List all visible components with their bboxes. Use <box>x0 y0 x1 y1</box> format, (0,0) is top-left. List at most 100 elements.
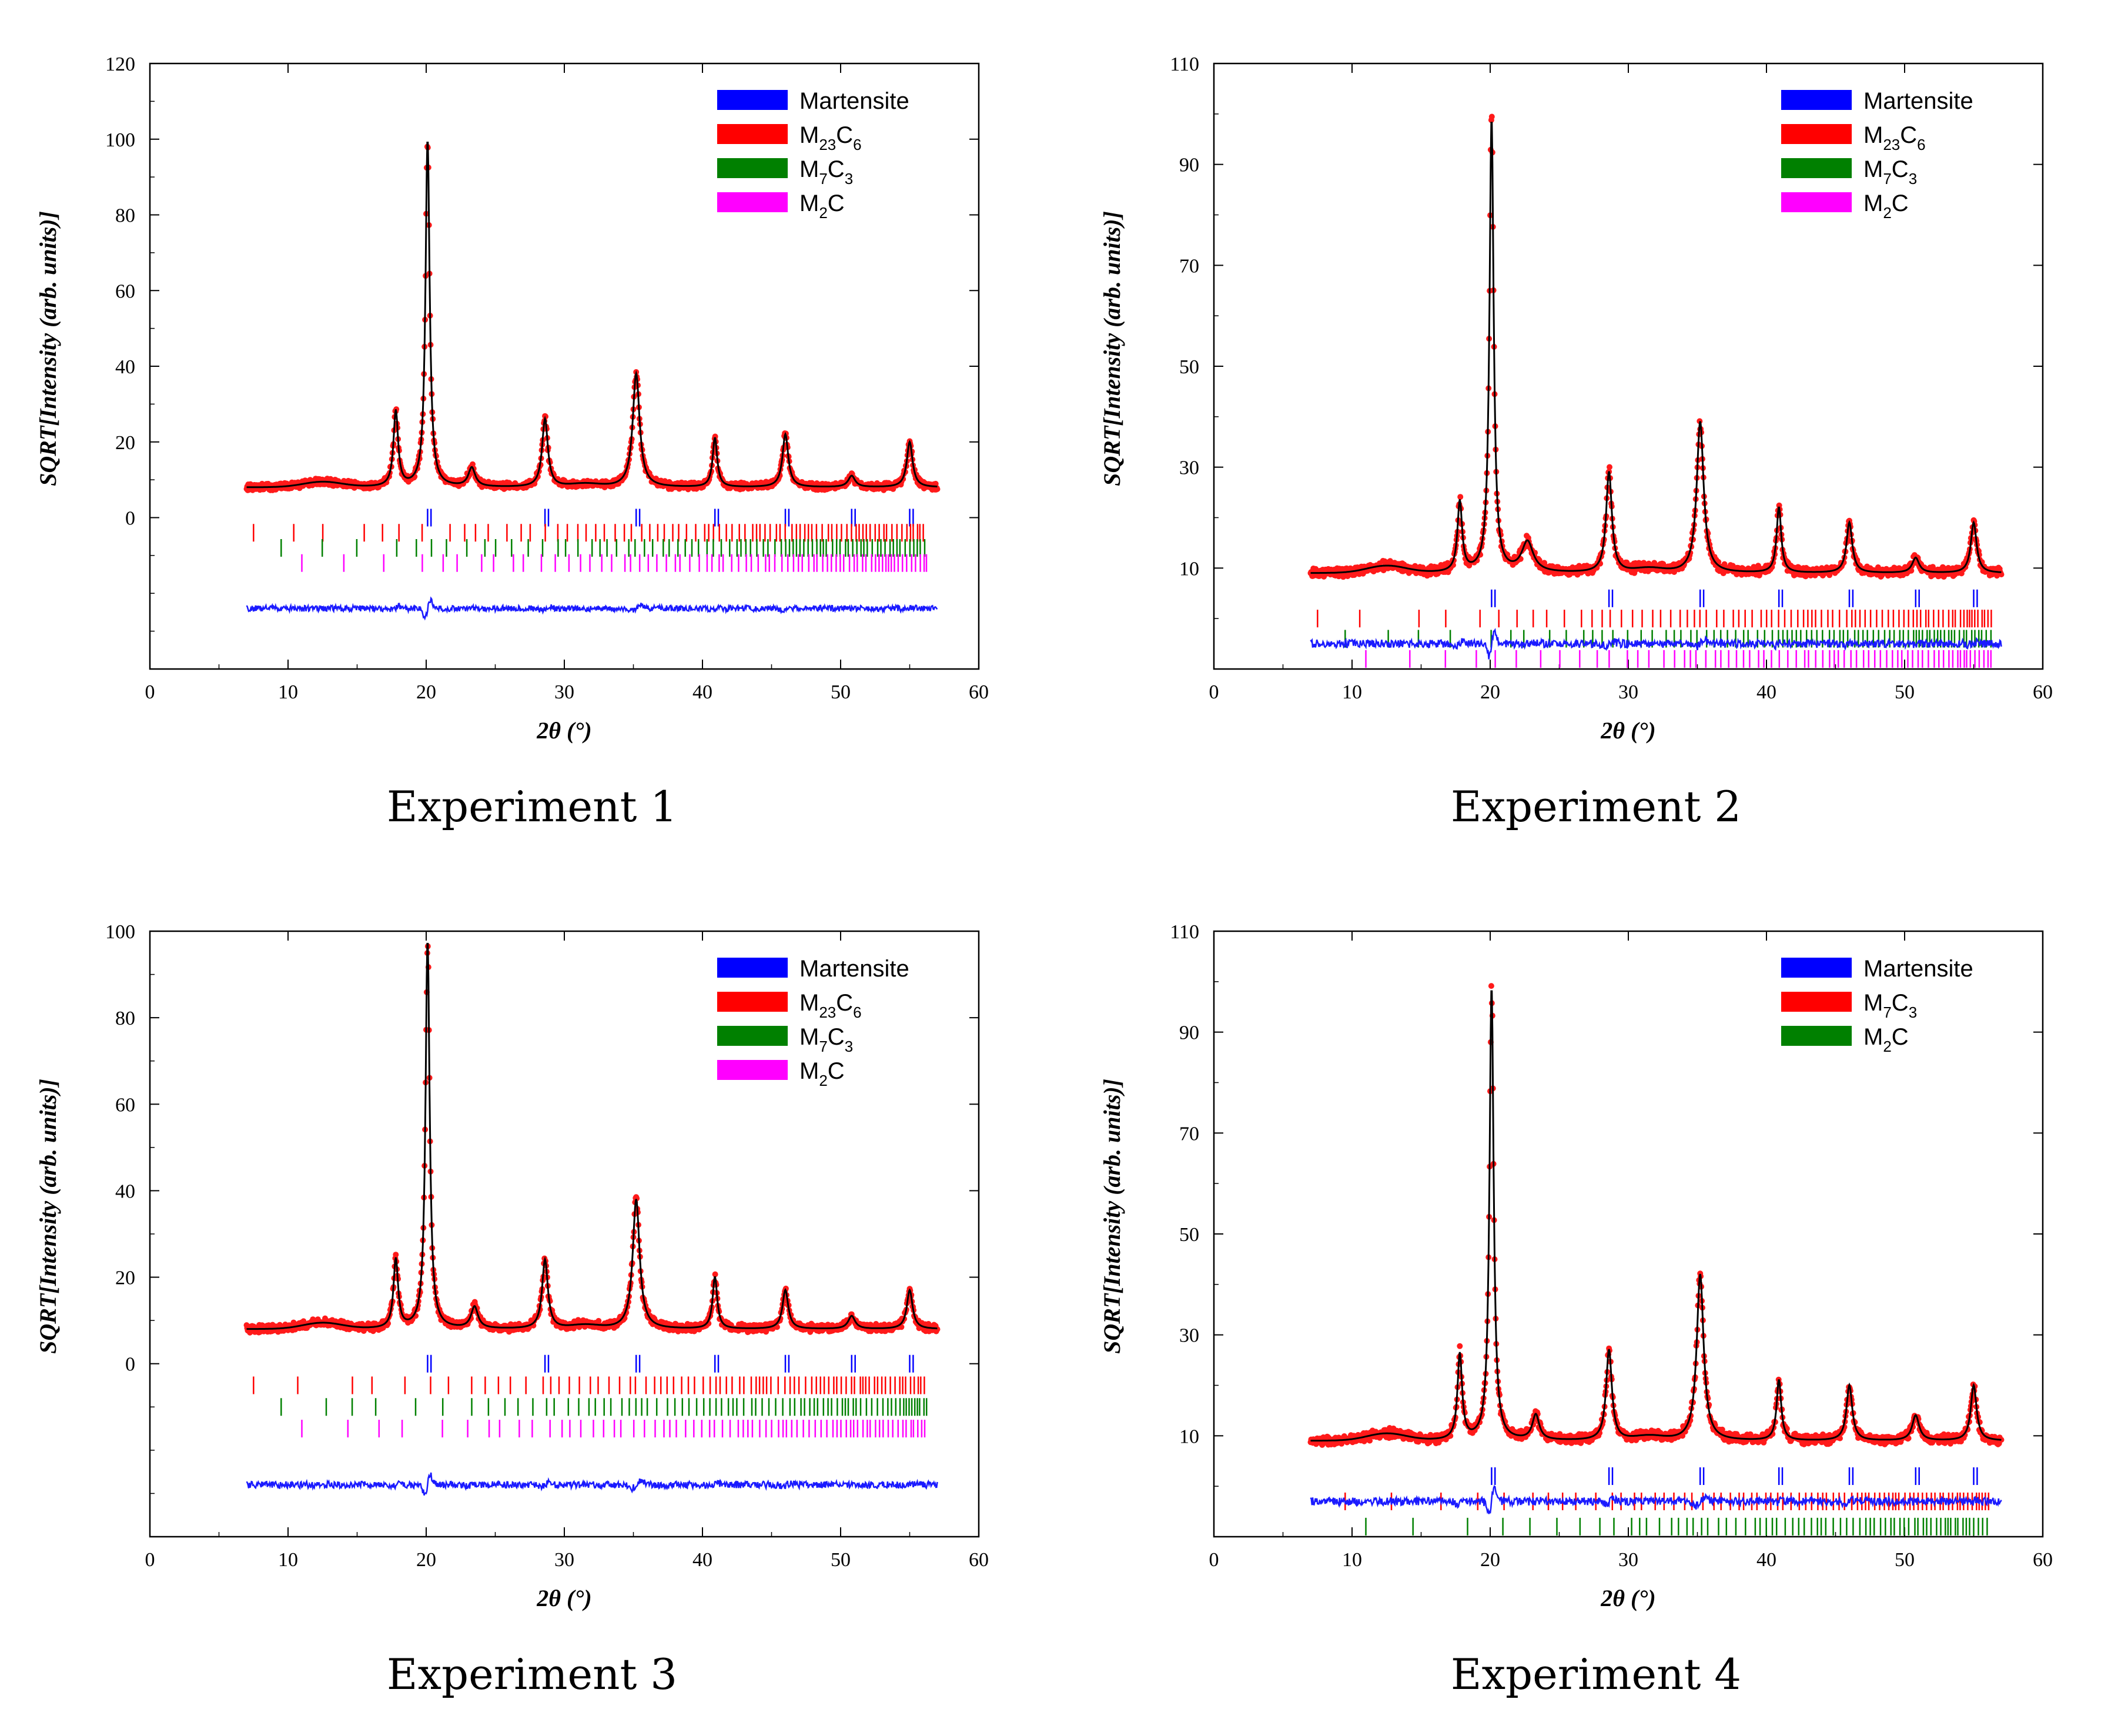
y-axis-title: SQRT[Intensity (arb. units)] <box>35 1079 61 1354</box>
legend-swatch <box>717 958 788 978</box>
legend-label: M7C3 <box>1863 156 1917 188</box>
y-tick-label: 110 <box>1170 921 1199 943</box>
legend-item: Martensite <box>717 88 909 114</box>
y-tick-label: 10 <box>1179 558 1199 580</box>
difference-curve <box>1310 628 2002 660</box>
legend-label: Martensite <box>799 956 909 982</box>
y-tick-label: 30 <box>1179 457 1199 479</box>
chart-experiment-1: 0 10 20 30 40 50 60 0 20 40 60 80 100 120 2θ (°) SQRT[I… <box>35 53 989 744</box>
x-tick-label: 20 <box>416 681 436 703</box>
reflection-row <box>301 554 928 572</box>
reflection-row <box>1317 610 1992 628</box>
legend-label: M23C6 <box>799 122 862 153</box>
legend-swatch <box>717 1026 788 1046</box>
y-axis-title: SQRT[Intensity (arb. units)] <box>1099 1079 1125 1354</box>
x-tick-label: 50 <box>831 1549 851 1571</box>
x-tick-label: 40 <box>1756 1549 1776 1571</box>
x-tick-label: 10 <box>278 681 298 703</box>
observed-point <box>1367 1437 1373 1444</box>
x-tick-label: 40 <box>692 1549 712 1571</box>
y-tick-label: 110 <box>1170 53 1199 75</box>
x-tick-label: 30 <box>554 681 574 703</box>
x-tick-label: 60 <box>969 1549 989 1571</box>
experiment-caption: Experiment 2 <box>1450 782 1742 831</box>
observed-point <box>595 1317 602 1324</box>
legend-label: M2C <box>799 1058 845 1089</box>
experiment-caption: Experiment 3 <box>386 1650 678 1699</box>
x-tick-label: 30 <box>554 1549 574 1571</box>
x-tick-label: 60 <box>2033 681 2053 703</box>
legend-item: M7C3 <box>717 1024 853 1055</box>
legend-label: Martensite <box>1863 88 1973 114</box>
x-tick-label: 50 <box>1895 681 1915 703</box>
legend-label: M7C3 <box>799 156 853 188</box>
y-tick-label: 10 <box>1179 1426 1199 1447</box>
reflection-row <box>427 509 914 527</box>
y-tick-label: 20 <box>115 432 135 454</box>
x-tick-label: 60 <box>2033 1549 2053 1571</box>
observed-point <box>712 433 718 440</box>
observed-point <box>1802 573 1809 580</box>
legend-item: Martensite <box>1781 88 1973 114</box>
reflection-row <box>253 1376 925 1394</box>
calculated-fit-line <box>246 942 938 1330</box>
observed-point <box>1488 113 1495 120</box>
y-tick-label: 100 <box>105 921 135 943</box>
reflection-row <box>253 524 924 542</box>
x-tick-label: 30 <box>1618 681 1638 703</box>
legend-item: Martensite <box>717 956 909 982</box>
legend-label: M2C <box>1863 190 1909 222</box>
legend-swatch <box>1781 158 1852 178</box>
x-tick-label: 0 <box>145 1549 155 1571</box>
chart-panel-2: 0 10 20 30 40 50 60 10 30 50 70 90 110 2θ (°) SQRT[Int… <box>1064 0 2128 868</box>
y-tick-label: 60 <box>115 280 135 302</box>
reflection-row <box>280 539 926 557</box>
legend-swatch <box>717 1060 788 1080</box>
reflection-row <box>280 1398 928 1416</box>
legend-item: M23C6 <box>717 990 862 1021</box>
x-tick-label: 30 <box>1618 1549 1638 1571</box>
y-tick-label: 80 <box>115 205 135 227</box>
x-axis-title: 2θ (°) <box>536 717 591 744</box>
y-tick-label: 0 <box>125 508 135 530</box>
y-tick-label: 50 <box>1179 1224 1199 1246</box>
chart-panel-1: 0 10 20 30 40 50 60 0 20 40 60 80 100 120 2θ (°) SQRT[I… <box>0 0 1064 868</box>
x-tick-label: 10 <box>1342 1549 1362 1571</box>
legend-label: M23C6 <box>1863 122 1926 153</box>
legend-swatch <box>1781 124 1852 144</box>
y-tick-label: 40 <box>115 356 135 378</box>
observed-point <box>934 1326 941 1333</box>
legend-item: M2C <box>717 190 845 222</box>
x-tick-label: 50 <box>1895 1549 1915 1571</box>
observed-point <box>774 1324 780 1330</box>
legend-item: M7C3 <box>1781 156 1917 188</box>
observed-point <box>393 1252 399 1258</box>
x-tick-label: 20 <box>1480 1549 1500 1571</box>
chart-panel-3: 0 10 20 30 40 50 60 0 20 40 60 80 100 2θ (°) SQRT[Inte… <box>0 868 1064 1735</box>
y-tick-label: 30 <box>1179 1325 1199 1347</box>
calculated-fit-line <box>1310 122 2002 574</box>
x-axis-title: 2θ (°) <box>1600 717 1655 744</box>
legend-label: M2C <box>799 190 845 222</box>
y-tick-label: 60 <box>115 1094 135 1116</box>
y-tick-label: 0 <box>125 1354 135 1376</box>
y-tick-label: 80 <box>115 1008 135 1029</box>
y-tick-label: 70 <box>1179 1123 1199 1145</box>
x-tick-label: 20 <box>1480 681 1500 703</box>
difference-curve <box>246 596 938 621</box>
x-tick-label: 20 <box>416 1549 436 1571</box>
y-tick-label: 100 <box>105 129 135 151</box>
chart-panel-4: 0 10 20 30 40 50 60 10 30 50 70 90 110 2θ (°) SQRT[Int… <box>1064 868 2128 1735</box>
x-tick-label: 0 <box>1209 681 1219 703</box>
experiment-caption: Experiment 1 <box>386 782 678 831</box>
observed-point <box>543 413 548 420</box>
observed-point <box>1457 494 1464 500</box>
legend-label: M7C3 <box>799 1024 853 1055</box>
legend-item: M2C <box>1781 190 1909 222</box>
chart-experiment-2: 0 10 20 30 40 50 60 10 30 50 70 90 110 2θ (°) SQRT[Int… <box>1099 53 2053 744</box>
x-tick-label: 0 <box>145 681 155 703</box>
legend-label: Martensite <box>799 88 909 114</box>
legend-swatch <box>717 992 788 1012</box>
y-tick-label: 40 <box>115 1180 135 1202</box>
legend-swatch <box>717 158 788 178</box>
